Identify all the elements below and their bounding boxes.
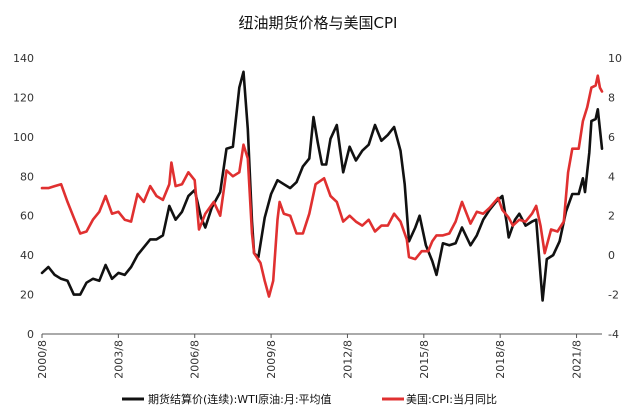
y-right-tick-label: -4: [608, 328, 619, 341]
x-tick-label: 2012/8: [341, 340, 354, 379]
y-right-tick-label: 6: [608, 131, 615, 144]
x-tick-label: 2006/8: [189, 340, 202, 379]
x-tick-label: 2021/8: [571, 340, 584, 379]
legend-label: 美国:CPI:当月同比: [406, 392, 497, 406]
y-right-tick-label: 4: [608, 170, 615, 183]
x-tick-label: 2015/8: [418, 340, 431, 379]
y-right-tick-label: 2: [608, 210, 615, 223]
y-left-tick-label: 140: [13, 52, 34, 65]
series-line-wti: [40, 70, 604, 302]
chart-title: 纽油期货价格与美国CPI: [239, 14, 398, 32]
y-left-tick-label: 100: [13, 131, 34, 144]
y-left-tick-label: 0: [27, 328, 34, 341]
y-right-tick-label: 10: [608, 52, 622, 65]
y-right-tick-label: -2: [608, 289, 619, 302]
x-tick-label: 2003/8: [112, 340, 125, 379]
x-tick-label: 2000/8: [36, 340, 49, 379]
y-left-tick-label: 80: [20, 170, 34, 183]
y-right-tick-label: 8: [608, 91, 615, 104]
y-left-tick-label: 120: [13, 91, 34, 104]
x-tick-label: 2018/8: [494, 340, 507, 379]
series-layer: [40, 70, 604, 302]
series-line-cpi: [40, 74, 604, 298]
y-right-tick-label: 0: [608, 249, 615, 262]
y-left-tick-label: 20: [20, 289, 34, 302]
axes: 0 20 40 60 80 100 120 140 -4 -2 0 2 4 6 8 10 2000/8 2003/…: [13, 52, 622, 379]
legend-label: 期货结算价(连续):WTI原油:月:平均值: [148, 392, 332, 406]
y-left-tick-label: 40: [20, 249, 34, 262]
x-tick-label: 2009/8: [265, 340, 278, 379]
legend: 期货结算价(连续):WTI原油:月:平均值 美国:CPI:当月同比: [122, 392, 497, 406]
y-left-tick-label: 60: [20, 210, 34, 223]
